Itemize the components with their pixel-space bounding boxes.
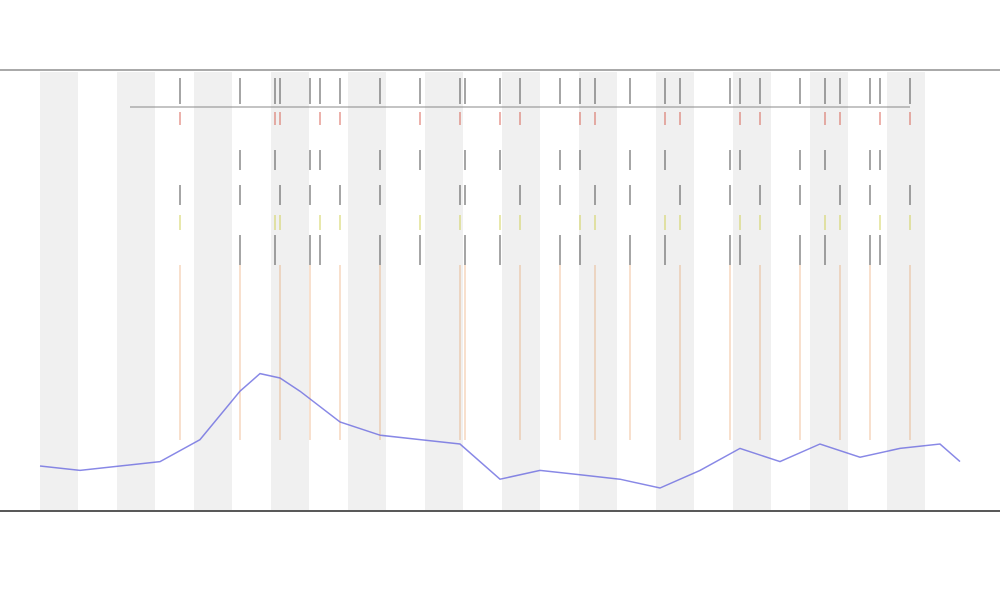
band [887,72,925,510]
series-line [39,372,961,489]
band [810,72,848,510]
band [502,72,540,510]
band [656,72,694,510]
band [40,72,78,510]
band [117,72,155,510]
band [733,72,771,510]
band [194,72,232,510]
band [425,72,463,510]
background-bands [40,72,925,510]
band [271,72,309,510]
band [579,72,617,510]
